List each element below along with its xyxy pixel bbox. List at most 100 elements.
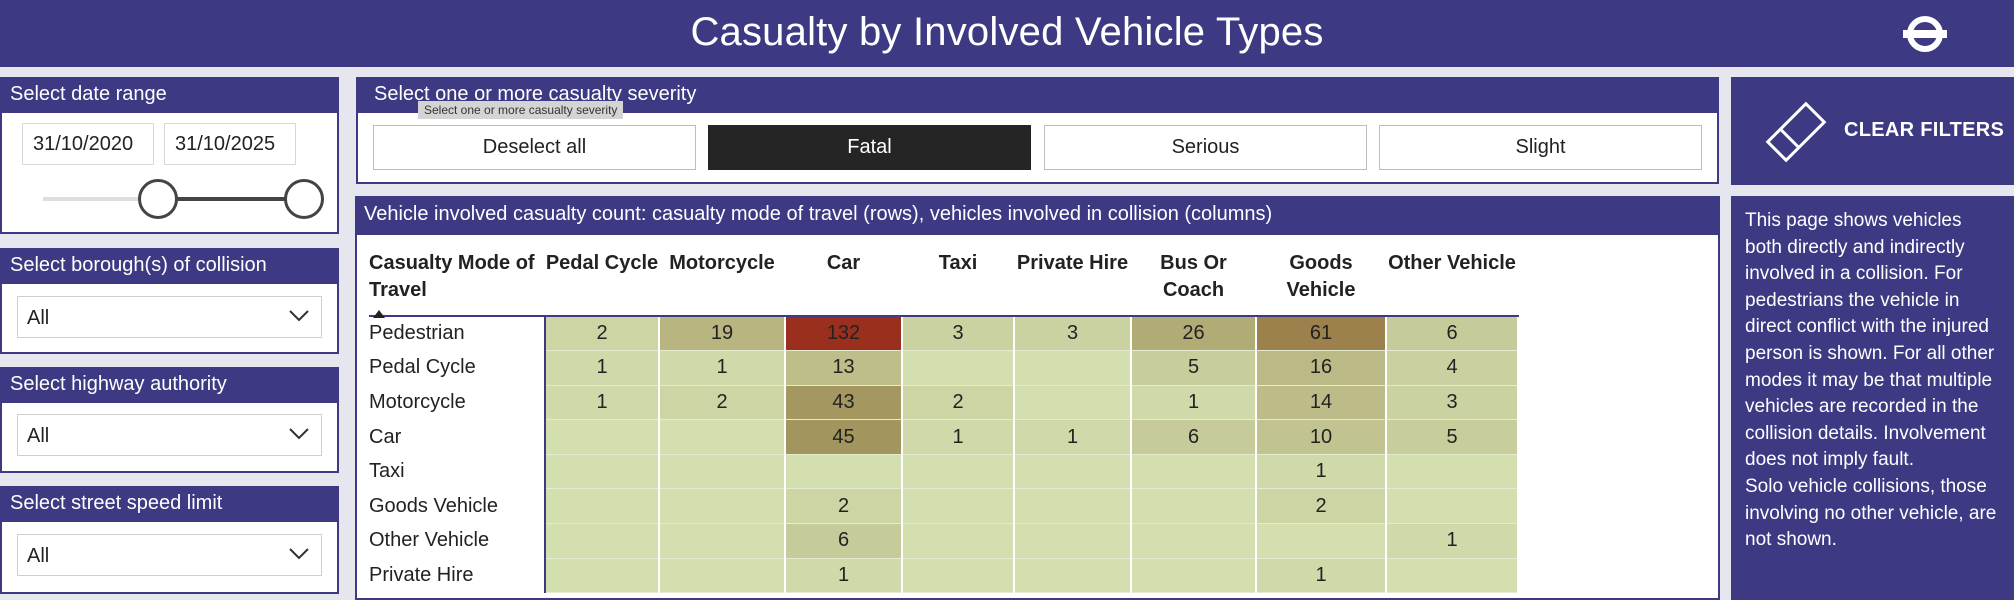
date-slider-start-handle[interactable]	[138, 179, 178, 219]
matrix-cell[interactable]: 1	[1256, 454, 1387, 490]
matrix-cell[interactable]	[1256, 523, 1387, 559]
speed-limit-dropdown[interactable]: All	[17, 534, 322, 576]
matrix-cell[interactable]: 6	[1386, 316, 1519, 352]
row-label: Pedestrian	[369, 316, 546, 351]
page-title: Casualty by Involved Vehicle Types	[690, 10, 1324, 54]
matrix-cell[interactable]: 1	[545, 385, 660, 421]
matrix-cell[interactable]: 2	[785, 488, 903, 525]
matrix-cell[interactable]: 3	[902, 316, 1015, 352]
highway-dropdown[interactable]: All	[17, 414, 322, 456]
matrix-cell[interactable]	[1131, 454, 1257, 490]
sort-ascending-icon	[373, 310, 385, 318]
matrix-cell[interactable]: 16	[1256, 350, 1387, 386]
matrix-cell[interactable]	[659, 558, 786, 594]
matrix-cell[interactable]	[1014, 558, 1132, 594]
matrix-cell[interactable]	[1131, 523, 1257, 559]
matrix-cell[interactable]: 2	[902, 385, 1015, 421]
matrix-cell[interactable]	[1014, 385, 1132, 421]
slight-button[interactable]: Slight	[1379, 125, 1702, 170]
matrix-cell[interactable]	[1386, 558, 1519, 594]
matrix-cell[interactable]	[545, 488, 660, 525]
matrix-cell[interactable]	[545, 523, 660, 559]
matrix-cell[interactable]: 10	[1256, 419, 1387, 455]
matrix-cell[interactable]	[659, 523, 786, 559]
info-text: This page shows vehicles both directly a…	[1745, 210, 1997, 551]
row-header[interactable]: Casualty Mode of Travel	[369, 250, 545, 318]
matrix-cell[interactable]: 61	[1256, 316, 1387, 352]
table-row: Pedal Cycle 1 1 13 5 16 4	[369, 350, 1519, 386]
date-range-label: Select date range	[2, 79, 337, 113]
matrix-cell[interactable]	[1014, 350, 1132, 386]
fatal-button[interactable]: Fatal	[708, 125, 1031, 170]
matrix-cell[interactable]: 1	[1386, 523, 1519, 559]
matrix-cell[interactable]	[1131, 488, 1257, 525]
column-header[interactable]: Pedal Cycle	[545, 250, 659, 317]
table-row: Motorcycle 1 2 43 2 1 14 3	[369, 385, 1519, 421]
column-header[interactable]: Goods Vehicle	[1256, 250, 1386, 317]
matrix-cell[interactable]	[545, 454, 660, 490]
matrix-cell[interactable]	[902, 558, 1015, 594]
end-date-input[interactable]: 31/10/2025	[164, 123, 296, 165]
matrix-cell[interactable]: 1	[1014, 419, 1132, 455]
matrix-cell[interactable]: 26	[1131, 316, 1257, 352]
highway-label: Select highway authority	[2, 369, 337, 403]
matrix-cell[interactable]	[1014, 523, 1132, 559]
matrix-cell[interactable]: 6	[785, 523, 903, 559]
serious-button[interactable]: Serious	[1044, 125, 1367, 170]
matrix-cell[interactable]: 5	[1131, 350, 1257, 386]
matrix-cell[interactable]: 45	[785, 419, 903, 455]
matrix-cell[interactable]	[785, 454, 903, 490]
matrix-cell[interactable]: 132	[785, 316, 903, 352]
matrix-cell[interactable]	[659, 419, 786, 455]
matrix-cell[interactable]: 13	[785, 350, 903, 386]
matrix-cell[interactable]: 1	[1131, 385, 1257, 421]
matrix-cell[interactable]	[545, 419, 660, 455]
borough-dropdown[interactable]: All	[17, 296, 322, 338]
matrix-cell[interactable]	[1386, 454, 1519, 490]
matrix-cell[interactable]: 1	[545, 350, 660, 386]
matrix-cell[interactable]: 2	[545, 316, 660, 352]
matrix-cell[interactable]	[1014, 488, 1132, 525]
matrix-cell[interactable]: 2	[659, 385, 786, 421]
column-header[interactable]: Private Hire	[1014, 250, 1131, 317]
matrix-cell[interactable]: 19	[659, 316, 786, 352]
column-header[interactable]: Taxi	[902, 250, 1014, 317]
matrix-cell[interactable]: 2	[1256, 488, 1387, 525]
matrix-cell[interactable]: 43	[785, 385, 903, 421]
row-label: Pedal Cycle	[369, 350, 546, 386]
matrix-cell[interactable]	[659, 454, 786, 490]
eraser-icon	[1765, 101, 1827, 163]
column-header[interactable]: Car	[785, 250, 902, 317]
matrix-cell[interactable]: 1	[902, 419, 1015, 455]
table-row: Pedestrian 2 19 132 3 3 26 61 6	[369, 316, 1519, 352]
info-description: This page shows vehicles both directly a…	[1731, 196, 2014, 600]
chevron-down-icon	[289, 548, 309, 560]
matrix-cell[interactable]	[1386, 488, 1519, 525]
matrix-cell[interactable]: 1	[785, 558, 903, 594]
matrix-cell[interactable]	[902, 488, 1015, 525]
matrix-cell[interactable]	[545, 558, 660, 594]
matrix-cell[interactable]: 1	[659, 350, 786, 386]
date-slider-end-handle[interactable]	[284, 179, 324, 219]
start-date-input[interactable]: 31/10/2020	[22, 123, 154, 165]
matrix-cell[interactable]	[902, 350, 1015, 386]
deselect-all-button[interactable]: Deselect all	[373, 125, 696, 170]
column-header[interactable]: Bus Or Coach	[1131, 250, 1256, 317]
matrix-cell[interactable]	[1131, 558, 1257, 594]
matrix-cell[interactable]	[902, 454, 1015, 490]
matrix-cell[interactable]: 5	[1386, 419, 1519, 455]
matrix-cell[interactable]: 6	[1131, 419, 1257, 455]
matrix-cell[interactable]: 3	[1386, 385, 1519, 421]
matrix-cell[interactable]: 14	[1256, 385, 1387, 421]
matrix-cell[interactable]	[902, 523, 1015, 559]
matrix-cell[interactable]	[1014, 454, 1132, 490]
matrix-cell[interactable]: 4	[1386, 350, 1519, 386]
clear-filters-button[interactable]: CLEAR FILTERS	[1731, 77, 2014, 185]
matrix-cell[interactable]: 3	[1014, 316, 1132, 352]
column-header[interactable]: Motorcycle	[659, 250, 785, 317]
row-label: Car	[369, 419, 546, 455]
matrix-cell[interactable]: 1	[1256, 558, 1387, 594]
row-label: Motorcycle	[369, 385, 546, 420]
column-header[interactable]: Other Vehicle	[1386, 250, 1518, 317]
matrix-cell[interactable]	[659, 488, 786, 525]
